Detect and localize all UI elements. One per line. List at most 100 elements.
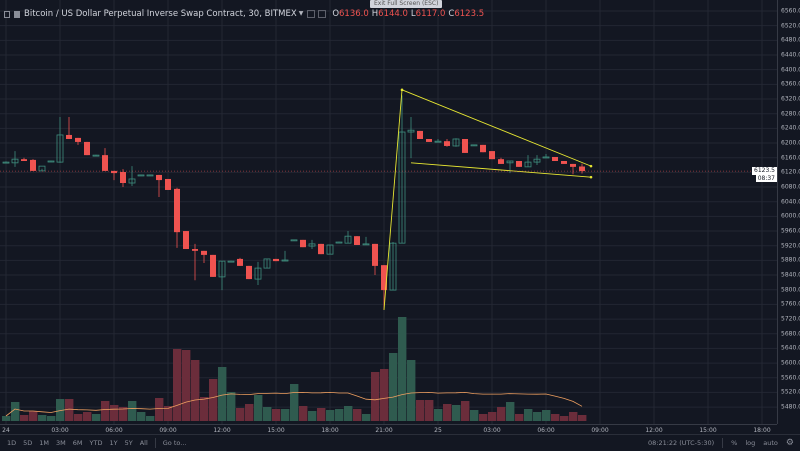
settings-square-icon[interactable] <box>307 10 316 18</box>
price-label: 6480.0 <box>781 36 800 44</box>
candle-down <box>318 243 324 255</box>
volume-bar <box>524 409 533 421</box>
volume-bar <box>497 407 506 421</box>
range-button-all[interactable]: All <box>139 439 148 447</box>
candle-up <box>506 160 514 164</box>
volume-bar <box>38 415 47 421</box>
time-axis[interactable]: 24 03:00 06:00 09:00 12:00 15:00 18:00 21:00 25 0… <box>0 424 777 435</box>
hide-square-icon[interactable] <box>318 10 327 18</box>
volume-bar <box>92 414 101 421</box>
candle-down <box>210 254 216 277</box>
candle-down <box>120 172 126 184</box>
candle-down <box>183 231 189 250</box>
symbol-title[interactable]: Bitcoin / US Dollar Perpetual Inverse Sw… <box>24 9 297 19</box>
gear-icon[interactable]: ⚙ <box>785 438 794 448</box>
volume-bar <box>209 379 218 421</box>
candle-up <box>218 260 226 278</box>
candle-up <box>326 244 334 255</box>
price-label: 5560.0 <box>781 374 800 382</box>
trendline <box>401 89 592 167</box>
candle-up <box>47 160 55 163</box>
range-button-3m[interactable]: 3M <box>56 439 66 447</box>
time-label: 12:00 <box>645 427 663 434</box>
candle-up <box>344 235 352 244</box>
candle-down <box>174 188 180 233</box>
candle-up <box>389 242 397 291</box>
volume-bar <box>254 395 263 421</box>
candle-down <box>300 239 306 248</box>
candle-down <box>462 138 468 153</box>
volume-bar <box>173 349 182 421</box>
caret-down-icon[interactable]: ▼ <box>298 10 304 17</box>
time-label: 03:00 <box>51 427 69 434</box>
candle-down <box>444 141 450 146</box>
volume-bar <box>434 409 443 421</box>
volume-bar <box>389 353 398 421</box>
volume-bar <box>137 412 146 421</box>
price-label: 6000.0 <box>781 212 800 220</box>
time-label: 24 <box>2 427 10 434</box>
volume-bar <box>119 407 128 421</box>
ohlc-key: L <box>410 9 416 19</box>
price-label: 5720.0 <box>781 315 800 323</box>
volume-bar <box>299 406 308 421</box>
volume-bar <box>308 411 317 421</box>
volume-bar <box>317 408 326 421</box>
candle-down <box>165 178 171 190</box>
volume-bar <box>236 408 245 421</box>
price-label: 5640.0 <box>781 344 800 352</box>
time-label: 03:00 <box>483 427 501 434</box>
volume-bar <box>335 409 344 421</box>
clock[interactable]: 08:21:22 (UTC-5:30) <box>648 439 715 447</box>
candle-down <box>84 141 90 156</box>
ohlc-value: 6136.0 <box>339 9 369 19</box>
ohlc-value: 6123.5 <box>454 9 485 19</box>
candle-down <box>372 243 378 266</box>
candle-down <box>381 265 387 291</box>
volume-bar <box>344 406 353 421</box>
candle-up <box>398 131 406 244</box>
candle-up <box>542 156 550 159</box>
candle-down <box>201 250 207 255</box>
volume-bar <box>398 317 407 421</box>
trendline-handle <box>589 164 593 168</box>
ohlc-value: 6117.0 <box>415 9 446 19</box>
price-label: 5480.0 <box>781 403 800 411</box>
price-label: 5800.0 <box>781 286 800 294</box>
auto-toggle[interactable]: auto <box>763 439 778 447</box>
volume-bar <box>488 412 497 421</box>
price-axis[interactable]: 6560.0 6520.0 6480.0 6440.0 6400.0 6360.0 6320… <box>752 0 800 424</box>
volume-bar <box>281 409 290 421</box>
collapse-icon[interactable] <box>4 10 10 18</box>
range-button-ytd[interactable]: YTD <box>89 439 103 447</box>
price-label: 5960.0 <box>781 227 800 235</box>
volume-bar <box>74 414 83 421</box>
price-label: 6200.0 <box>781 139 800 147</box>
volume-bar <box>578 415 587 421</box>
candle-down <box>192 249 198 251</box>
range-button-1m[interactable]: 1M <box>39 439 50 447</box>
log-toggle[interactable]: log <box>745 439 756 447</box>
volume-bar <box>551 414 560 421</box>
candle-up <box>308 243 316 247</box>
range-button-5y[interactable]: 5Y <box>124 439 133 447</box>
volume-bar <box>20 415 29 421</box>
percent-toggle[interactable]: % <box>731 439 738 447</box>
range-button-1y[interactable]: 1Y <box>109 439 118 447</box>
goto-button[interactable]: Go to... <box>162 439 187 447</box>
divider <box>722 438 724 448</box>
range-button-5d[interactable]: 5D <box>23 439 33 447</box>
candle-up <box>452 138 460 147</box>
volume-bar <box>200 397 209 421</box>
candle-down <box>354 236 360 245</box>
price-chart[interactable] <box>0 0 777 424</box>
range-button-1d[interactable]: 1D <box>7 439 17 447</box>
bar-countdown: 08:37 <box>755 175 777 183</box>
ohlc-values: O6136.0 H6144.0 L6117.0 C6123.5 <box>329 9 484 19</box>
price-label: 5880.0 <box>781 256 800 264</box>
range-button-6m[interactable]: 6M <box>72 439 83 447</box>
ohlc-key: C <box>448 9 455 19</box>
candle-up <box>533 158 541 163</box>
volume-bar <box>2 416 11 421</box>
candle-down <box>237 258 243 266</box>
